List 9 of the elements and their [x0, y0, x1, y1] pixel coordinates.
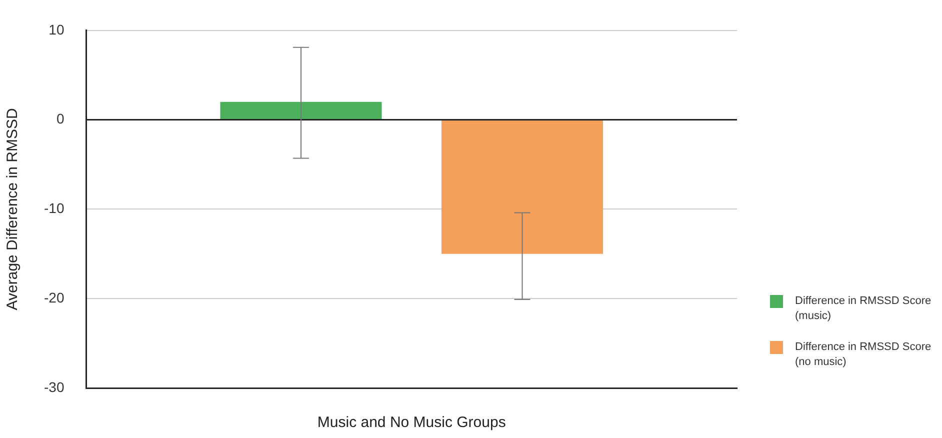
- y-tick-label: -30: [44, 378, 64, 395]
- x-axis-title: Music and No Music Groups: [317, 414, 506, 432]
- y-tick-label: -10: [44, 200, 64, 216]
- legend-label: Difference in RMSSD Score (music): [795, 294, 932, 324]
- y-tick-label: 10: [48, 21, 64, 38]
- y-tick-label: -20: [44, 289, 64, 306]
- legend-label: Difference in RMSSD Score (no music): [795, 340, 932, 370]
- y-tick-label: 0: [56, 110, 64, 127]
- y-axis-title: Average Difference in RMSSD: [4, 108, 22, 310]
